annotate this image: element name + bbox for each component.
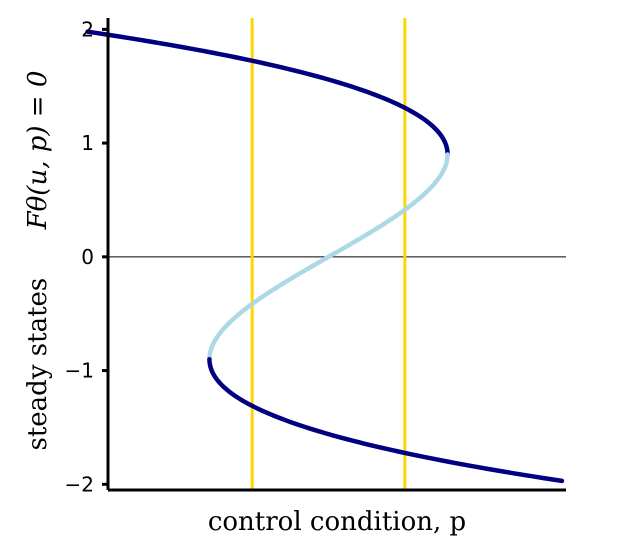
y-tick-label-4: −2 — [65, 472, 94, 496]
y-axis-label-group: steady states Fθ(u, p) = 0 — [23, 71, 53, 451]
y-tick-label-3: −1 — [65, 359, 94, 383]
svg-text:steady states Fθ(u, p) =: steady states Fθ(u, p) = 0 — [23, 71, 53, 451]
plot-area — [85, 18, 566, 490]
curve-stable-lower — [207, 356, 565, 484]
y-axis-label-text: steady states — [23, 278, 53, 451]
curve-stable-upper — [85, 29, 450, 157]
y-tick-label-0: 2 — [81, 17, 94, 41]
y-axis-label-math: Fθ(u, p) = 0 — [23, 71, 53, 231]
x-axis-label: control condition, p — [208, 507, 466, 537]
axes: 2 1 0 −1 −2 — [65, 17, 566, 496]
y-tick-label-1: 1 — [81, 131, 94, 155]
curve-unstable-middle — [207, 152, 450, 362]
y-tick-label-2: 0 — [81, 245, 94, 269]
